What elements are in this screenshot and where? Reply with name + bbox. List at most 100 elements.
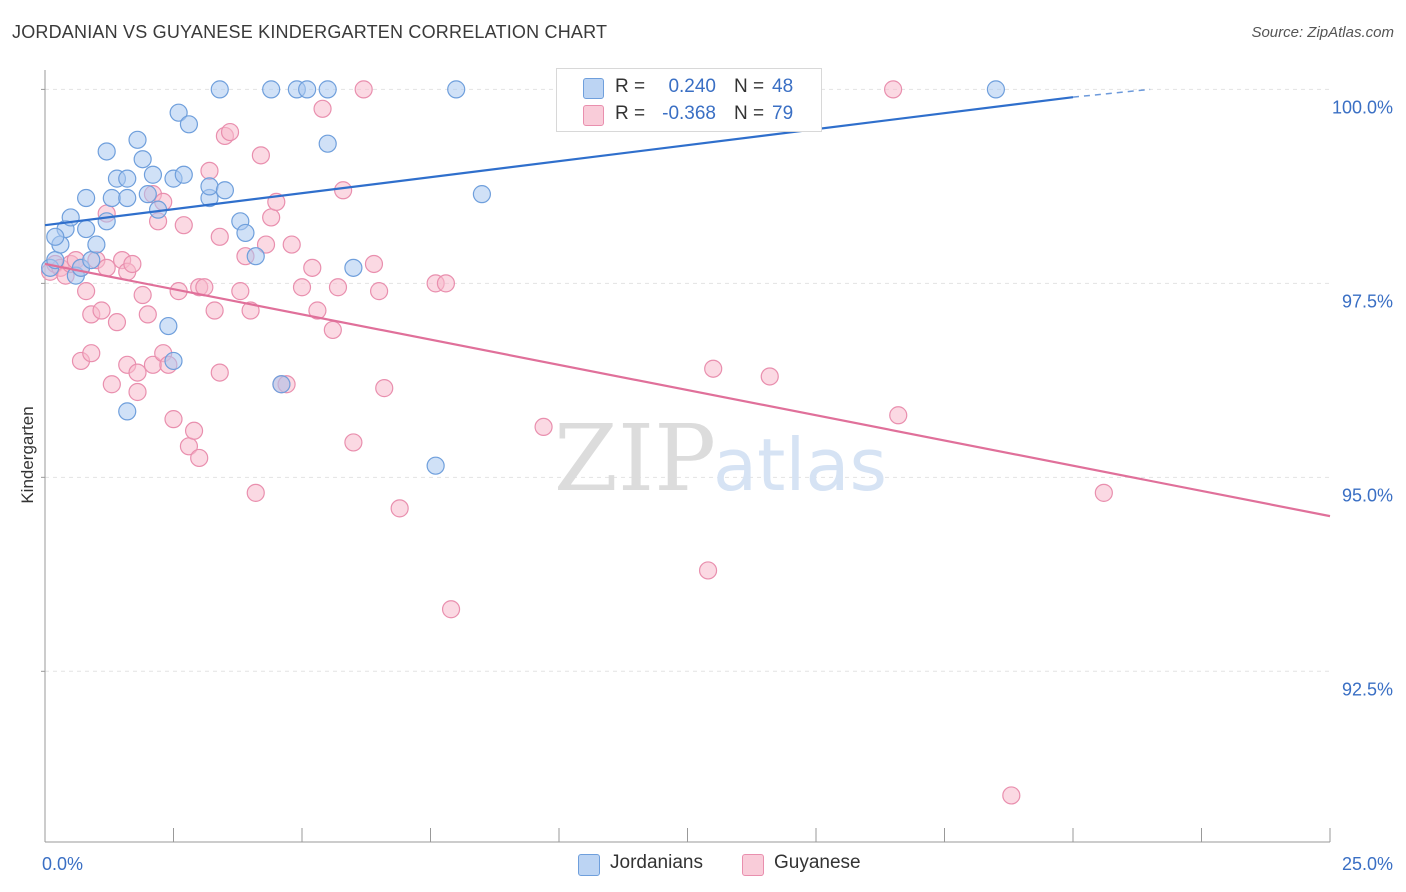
guyanese-point	[889, 406, 908, 425]
jordanian-point	[118, 402, 137, 421]
guyanese-point	[704, 359, 723, 378]
guyanese-point	[441, 600, 461, 619]
guyanese-point	[241, 301, 260, 320]
blue-swatch	[578, 854, 600, 876]
legend-label: Guyanese	[774, 852, 861, 873]
guyanese-point	[200, 161, 219, 180]
guyanese-point	[82, 344, 101, 363]
jordanian-point	[426, 456, 445, 475]
tick-labels: 100.0% 97.5% 95.0% 92.5% 0.0% 25.0%	[42, 97, 1393, 874]
stats-row-guyanese: R = -0.368 N = 79	[557, 101, 821, 129]
guyanese-point	[205, 301, 224, 320]
jordanian-point	[97, 212, 116, 231]
guyanese-point	[292, 278, 312, 297]
guyanese-point	[364, 254, 384, 274]
legend-label: Jordanians	[610, 852, 703, 873]
guyanese-point	[77, 282, 96, 301]
jordanian-point	[986, 80, 1006, 99]
jordanian-point	[118, 188, 137, 208]
guyanese-point	[760, 367, 779, 386]
guyanese-point	[436, 274, 456, 293]
guyanese-point	[344, 433, 363, 452]
jordanian-point	[164, 351, 183, 371]
jordanian-point	[87, 235, 106, 254]
guyanese-point	[164, 410, 183, 429]
guyanese-point	[323, 320, 342, 340]
jordanian-point	[46, 227, 65, 246]
watermark-atlas: atlas	[713, 423, 887, 507]
y-tick-label: 95.0%	[1342, 485, 1393, 505]
guyanese-point	[282, 235, 301, 254]
guyanese-point	[534, 417, 553, 437]
guyanese-point	[1094, 483, 1113, 502]
jordanian-point	[272, 375, 291, 394]
jordanian-point	[262, 80, 281, 99]
guyanese-point	[328, 278, 348, 297]
jordanian-point	[138, 185, 157, 204]
guyanese-point	[128, 363, 147, 382]
jordanian-point	[118, 169, 137, 188]
legend: Jordanians Guyanese	[0, 852, 1406, 878]
source-label: Source: ZipAtlas.com	[1251, 24, 1394, 41]
guyanese-point	[334, 181, 353, 200]
guyanese-point	[246, 483, 265, 502]
jordanian-point	[200, 177, 219, 196]
guyanese-point	[184, 421, 204, 440]
jordanian-point	[344, 258, 363, 277]
guyanese-point	[102, 375, 121, 394]
guyanese-point	[1002, 786, 1021, 805]
pink-swatch	[742, 854, 764, 876]
guyanese-point	[123, 254, 142, 274]
jordanian-trend-extension	[1072, 88, 1151, 98]
jordanian-point	[97, 142, 116, 161]
jordanian-point	[447, 80, 466, 99]
x-tick-label: 0.0%	[42, 854, 83, 874]
y-tick-label: 92.5%	[1342, 679, 1393, 699]
jordanian-point	[159, 316, 178, 336]
jordanian-point	[210, 80, 229, 99]
jordanian-point	[77, 188, 96, 208]
r-label: R =	[615, 76, 646, 97]
jordanian-point	[298, 80, 317, 99]
jordanian-points	[41, 80, 1006, 475]
guyanese-point	[370, 282, 389, 301]
guyanese-point	[133, 285, 152, 305]
stats-box: R = 0.240 N = 48 R = -0.368 N = 79	[556, 68, 822, 132]
guyanese-point	[883, 80, 903, 99]
jordanian-point	[133, 150, 152, 169]
guyanese-point	[138, 305, 157, 324]
r-label: R =	[615, 103, 646, 124]
guyanese-point	[375, 379, 394, 398]
trend-lines	[44, 88, 1331, 518]
jordanian-point	[169, 103, 188, 122]
jordanian-point	[236, 223, 255, 243]
jordanian-point	[143, 165, 163, 184]
guyanese-trend-line	[44, 262, 1331, 518]
guyanese-point	[390, 499, 409, 518]
guyanese-point	[92, 301, 111, 320]
n-value: 79	[772, 103, 794, 124]
jordanian-point	[318, 134, 337, 153]
n-label: N =	[734, 76, 765, 97]
gridlines	[45, 88, 1330, 672]
x-tick-label: 25.0%	[1342, 854, 1393, 874]
watermark-zip: ZIP	[554, 405, 716, 512]
r-value: 0.240	[668, 76, 716, 97]
guyanese-point	[262, 208, 281, 227]
jordanian-point	[246, 247, 265, 266]
guyanese-point	[313, 99, 332, 118]
y-tick-label: 97.5%	[1342, 291, 1393, 311]
n-value: 48	[772, 76, 794, 97]
y-tick-label: 100.0%	[1332, 97, 1393, 117]
jordanian-point	[128, 130, 147, 149]
guyanese-point	[174, 216, 193, 235]
n-label: N =	[734, 103, 765, 124]
guyanese-point	[308, 301, 327, 320]
jordanian-point	[174, 165, 193, 184]
guyanese-point	[210, 227, 229, 246]
jordanian-point	[215, 181, 234, 200]
guyanese-point	[698, 561, 718, 580]
jordanian-trend-line	[44, 96, 1074, 227]
stats-row-jordanians: R = 0.240 N = 48	[557, 74, 821, 102]
pink-swatch	[583, 105, 604, 126]
